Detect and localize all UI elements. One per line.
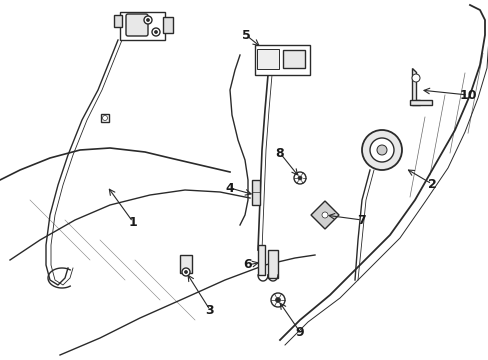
Text: 9: 9 (295, 325, 304, 338)
Text: 2: 2 (427, 177, 435, 190)
Circle shape (182, 268, 190, 276)
Circle shape (154, 31, 157, 33)
Text: 1: 1 (128, 216, 137, 229)
Bar (114, 15, 122, 27)
Circle shape (297, 176, 302, 180)
Circle shape (270, 293, 285, 307)
FancyBboxPatch shape (126, 14, 148, 36)
Bar (257, 49, 279, 69)
Text: 5: 5 (241, 28, 250, 41)
Circle shape (411, 74, 419, 82)
Circle shape (321, 212, 327, 218)
Circle shape (146, 18, 149, 22)
Circle shape (184, 270, 187, 274)
Polygon shape (258, 245, 264, 275)
Text: 6: 6 (243, 258, 252, 271)
Bar (180, 255, 192, 273)
Polygon shape (267, 250, 278, 278)
Polygon shape (409, 100, 431, 105)
Text: 10: 10 (458, 89, 476, 102)
Circle shape (293, 172, 305, 184)
Circle shape (102, 116, 107, 121)
Text: 3: 3 (205, 303, 214, 316)
Circle shape (361, 130, 401, 170)
Text: 8: 8 (275, 147, 284, 159)
Circle shape (143, 16, 152, 24)
Polygon shape (310, 201, 338, 229)
Text: 4: 4 (225, 181, 234, 194)
Bar (120, 12, 164, 40)
Bar (163, 17, 173, 33)
Circle shape (275, 297, 280, 302)
Circle shape (369, 138, 393, 162)
Circle shape (376, 145, 386, 155)
Text: 7: 7 (357, 213, 366, 226)
Polygon shape (411, 68, 419, 105)
Polygon shape (251, 180, 260, 205)
Bar (283, 50, 305, 68)
Circle shape (152, 28, 160, 36)
Bar (254, 45, 309, 75)
Bar (101, 114, 109, 122)
